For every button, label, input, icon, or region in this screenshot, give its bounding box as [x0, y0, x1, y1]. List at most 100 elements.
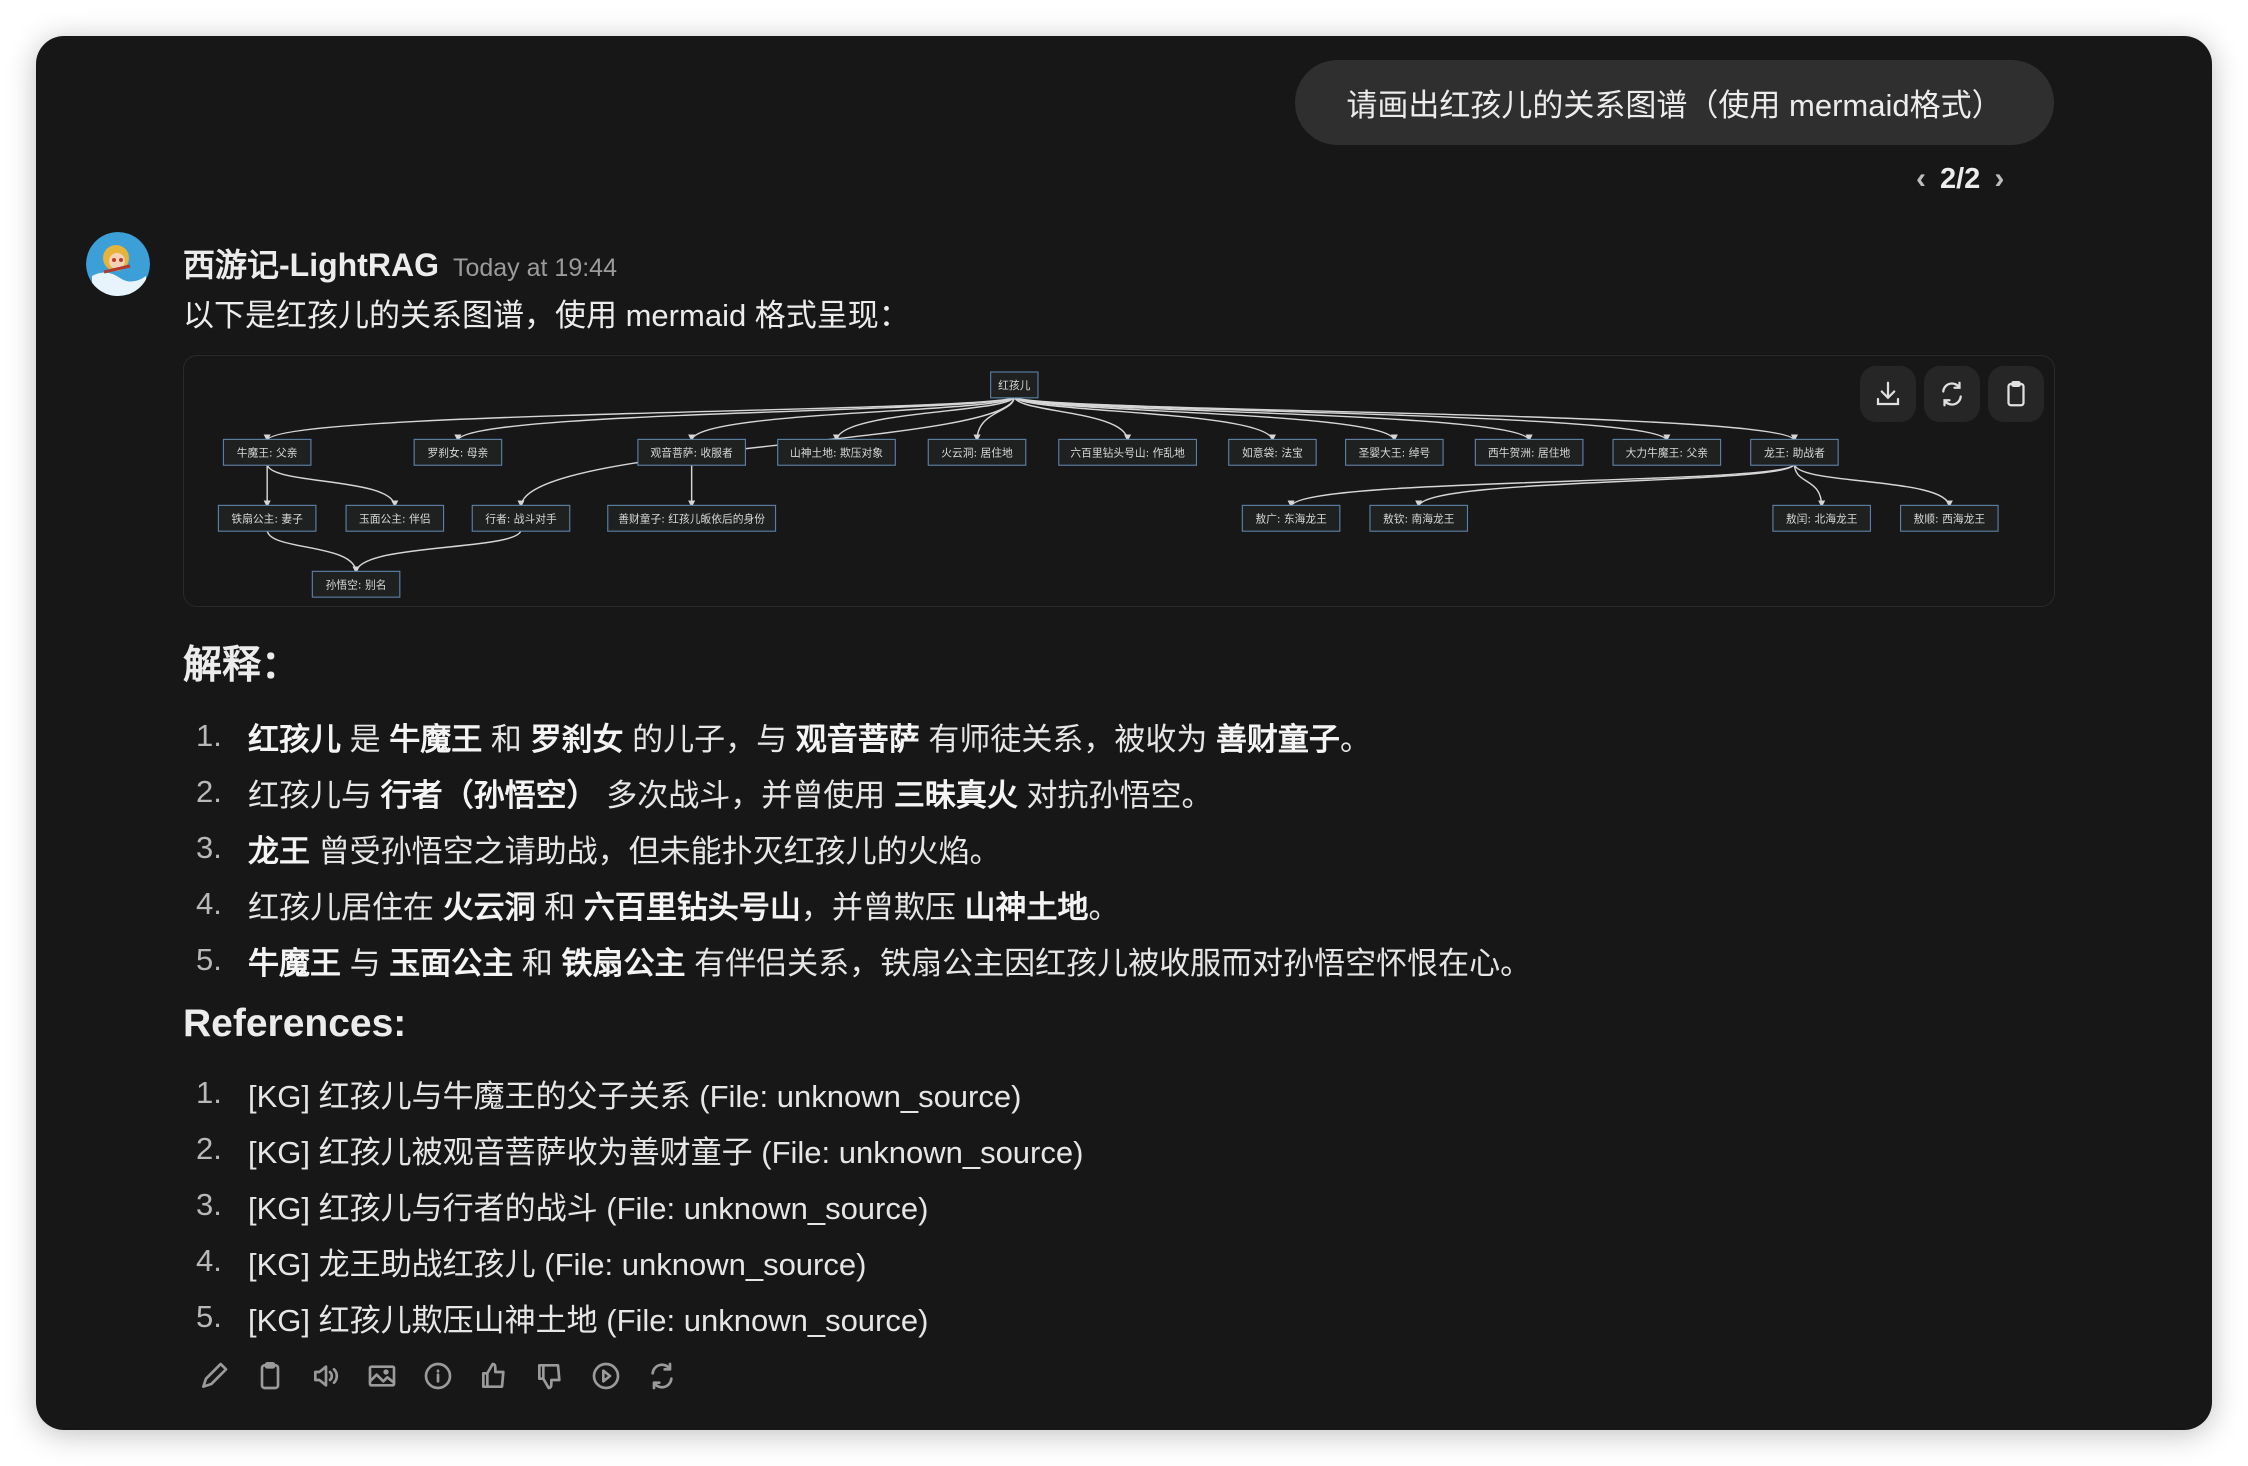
read-aloud-button[interactable] [308, 1358, 344, 1394]
node-box [1345, 438, 1444, 466]
node-box [1369, 504, 1469, 532]
bold-term: 龙王 [248, 833, 310, 869]
node-label: 山神土地: 欺压对象 [790, 447, 883, 460]
edge-root-xz [517, 396, 1016, 508]
edge-lw-aq [1415, 463, 1796, 508]
reference-item: 1. [KG] 红孩儿与牛魔王的父子关系 (File: unknown_sourc… [196, 1065, 1083, 1121]
bold-term: 六百里钻头号山 [583, 889, 801, 925]
graph-node: 大力牛魔王: 父亲 [1612, 438, 1722, 466]
message-actions [196, 1358, 680, 1394]
reference-text: [KG] 龙王助战红孩儿 (File: unknown_source) [248, 1246, 867, 1282]
bold-term: 山神土地 [964, 889, 1089, 925]
node-box [1750, 438, 1839, 466]
edge-tsgz-swk [266, 529, 360, 574]
graph-node: 敖闰: 北海龙王 [1772, 504, 1872, 532]
list-number: 1. [196, 718, 222, 753]
item-text: 红孩儿居住在 火云洞 和 六百里钻头号山，并曾欺压 山神土地。 [248, 882, 1119, 927]
node-box [1228, 438, 1317, 466]
node-box [607, 504, 777, 532]
node-box [927, 438, 1027, 466]
references-list: 1. [KG] 红孩儿与牛魔王的父子关系 (File: unknown_sourc… [196, 1065, 1083, 1345]
download-button[interactable] [1860, 366, 1916, 422]
thumbs-down-icon [538, 1364, 561, 1390]
edge-root-sy [1013, 395, 1398, 442]
list-number: 3. [196, 830, 222, 865]
item-text: 龙王 曾受孙悟空之请助战，但未能扑灭红孩儿的火焰。 [248, 826, 1001, 871]
edge-root-ss [832, 396, 1016, 442]
bold-term: 铁扇公主 [561, 945, 686, 981]
reference-text: [KG] 红孩儿与行者的战斗 (File: unknown_source) [248, 1190, 929, 1226]
bold-term: 观音菩萨 [795, 721, 920, 757]
list-number: 4. [196, 886, 222, 921]
explanation-item: 5. 牛魔王 与 玉面公主 和 铁扇公主 有伴侣关系，铁扇公主因红孩儿被收服而对孙… [196, 932, 1531, 988]
rerender-button[interactable] [1924, 366, 1980, 422]
node-box [1772, 504, 1872, 532]
node-label: 敖广: 东海龙王 [1255, 513, 1327, 526]
reference-text: [KG] 红孩儿被观音菩萨收为善财童子 (File: unknown_sourc… [248, 1134, 1084, 1170]
text-segment: 有师徒关系，被收为 [919, 721, 1216, 757]
list-number: 5. [196, 942, 222, 977]
graph-node: 观音菩萨: 收服者 [637, 438, 747, 466]
edge-root-xn [1013, 395, 1533, 442]
node-label: 观音菩萨: 收服者 [651, 447, 734, 460]
download-icon [1876, 381, 1900, 406]
image-button[interactable] [364, 1358, 400, 1394]
user-message-bubble: 请画出红孩儿的关系图谱（使用 mermaid格式） [1295, 60, 2054, 145]
bold-term: 红孩儿 [248, 721, 341, 757]
edit-icon [202, 1362, 228, 1388]
assistant-header: 西游记-LightRAG Today at 19:44 [183, 240, 617, 286]
graph-node: 行者: 战斗对手 [471, 504, 571, 532]
node-box [777, 438, 896, 466]
bold-term: 三昧真火 [893, 777, 1018, 813]
node-box [1241, 504, 1341, 532]
chevron-left-icon[interactable]: ‹ [1916, 162, 1926, 195]
node-label: 龙王: 助战者 [1764, 447, 1825, 460]
copy-button[interactable] [252, 1358, 288, 1394]
timestamp: Today at 19:44 [452, 254, 617, 282]
reference-item: 4. [KG] 龙王助战红孩儿 (File: unknown_source) [196, 1233, 1083, 1289]
item-text: 牛魔王 与 玉面公主 和 铁扇公主 有伴侣关系，铁扇公主因红孩儿被收服而对孙悟空… [248, 938, 1531, 983]
graph-node: 善财童子: 红孩儿皈依后的身份 [607, 504, 777, 532]
node-label: 火云洞: 居住地 [941, 447, 1013, 460]
edge-xz-swk [352, 529, 522, 574]
reference-text: [KG] 红孩儿与牛魔王的父子关系 (File: unknown_source) [248, 1078, 1022, 1114]
graph-node: 铁扇公主: 妻子 [217, 504, 317, 532]
node-label: 如意袋: 法宝 [1242, 447, 1303, 460]
edge-root-lw [1013, 395, 1798, 442]
edge-root-lbl [1013, 396, 1132, 442]
explanation-item: 4. 红孩儿居住在 火云洞 和 六百里钻头号山，并曾欺压 山神土地。 [196, 876, 1531, 932]
thumbs-up-icon [482, 1362, 505, 1388]
node-label: 善财童子: 红孩儿皈依后的身份 [618, 513, 765, 526]
edit-button[interactable] [196, 1358, 232, 1394]
edge-root-hyd [973, 396, 1016, 442]
node-label: 六百里钻头号山: 作乱地 [1070, 447, 1185, 460]
item-text: 红孩儿 是 牛魔王 和 罗刹女 的儿子，与 观音菩萨 有师徒关系，被收为 善财童… [248, 714, 1371, 759]
assistant-name: 西游记-LightRAG [183, 247, 439, 283]
text-segment: 有伴侣关系，铁扇公主因红孩儿被收服而对孙悟空怀恨在心。 [685, 945, 1532, 981]
text-segment: 。 [1088, 889, 1120, 925]
info-button[interactable] [420, 1358, 456, 1394]
chevron-right-icon[interactable]: › [1994, 162, 2005, 195]
info-icon [424, 1362, 452, 1390]
list-number: 5. [196, 1299, 222, 1334]
response-pager: ‹ 2/2 › [1916, 162, 2004, 196]
regenerate-button[interactable] [644, 1358, 680, 1394]
graph-node: 敖广: 东海龙王 [1241, 504, 1341, 532]
node-label: 圣婴大王: 绰号 [1359, 447, 1431, 460]
node-label: 牛魔王: 父亲 [237, 447, 298, 460]
node-label: 红孩儿 [998, 379, 1031, 392]
play-button[interactable] [588, 1358, 624, 1394]
thumbs-up-button[interactable] [476, 1358, 512, 1394]
reference-item: 3. [KG] 红孩儿与行者的战斗 (File: unknown_source) [196, 1177, 1083, 1233]
pager-count: 2/2 [1940, 162, 1981, 195]
copy-diagram-button[interactable] [1988, 366, 2044, 422]
edge-nmw-ymgz [266, 463, 399, 508]
graph-node: 山神土地: 欺压对象 [777, 438, 896, 466]
thumbs-down-button[interactable] [532, 1358, 568, 1394]
node-box [1474, 438, 1584, 466]
copy-icon [260, 1362, 280, 1390]
graph-node: 如意袋: 法宝 [1228, 438, 1317, 466]
node-label: 罗刹女: 母亲 [428, 447, 489, 460]
list-number: 4. [196, 1243, 222, 1278]
node-box [222, 438, 312, 466]
